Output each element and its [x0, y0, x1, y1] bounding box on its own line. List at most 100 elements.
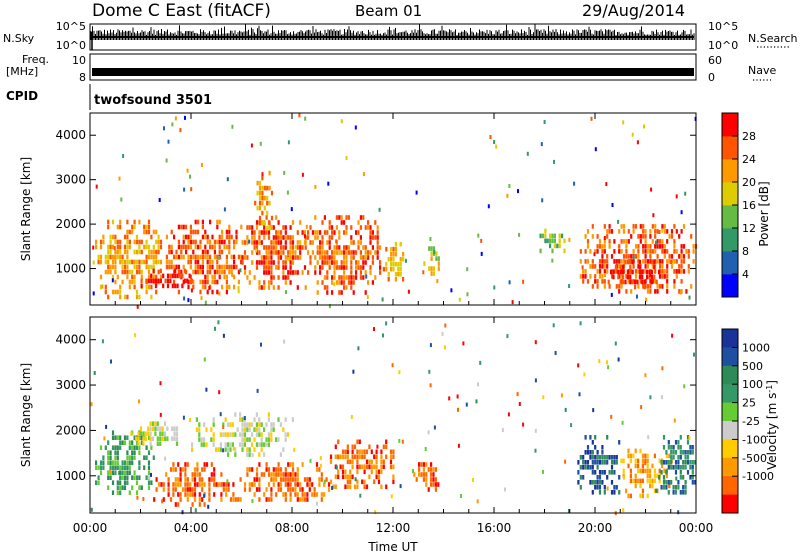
- heat-cell: [677, 440, 680, 445]
- heat-cell: [356, 449, 359, 455]
- heat-cell: [350, 275, 353, 280]
- heat-cell: [138, 450, 141, 455]
- heat-cell: [649, 229, 652, 234]
- heat-cell: [263, 270, 266, 275]
- heat-cell: [622, 279, 625, 285]
- heat-cell: [191, 442, 194, 447]
- heat-cell: [168, 264, 171, 270]
- heat-cell: [189, 482, 192, 487]
- heat-cell: [199, 269, 202, 275]
- heat-cell: [689, 475, 692, 480]
- heat-cell: [241, 427, 244, 432]
- heat-cell: [191, 492, 194, 497]
- heat-cell: [217, 447, 220, 452]
- heat-cell: [369, 250, 372, 255]
- heat-cell: [634, 269, 638, 274]
- heat-cell: [368, 459, 371, 465]
- heat-cell: [601, 254, 604, 259]
- heat-cell: [159, 278, 162, 284]
- heat-cell: [594, 274, 597, 279]
- heat-cell: [233, 264, 236, 270]
- heat-cell: [194, 264, 197, 270]
- heat-cell: [591, 490, 594, 495]
- heat-cell: [258, 482, 261, 487]
- heat-cell: [517, 189, 519, 194]
- heat-cell: [362, 172, 365, 177]
- heat-cell: [636, 279, 639, 285]
- heat-cell: [107, 460, 110, 465]
- heat-cell: [277, 255, 280, 260]
- heat-cell: [333, 265, 336, 270]
- heat-cell: [356, 439, 359, 445]
- heat-cell: [246, 447, 249, 452]
- heat-cell: [334, 474, 337, 480]
- heat-cell: [282, 472, 285, 477]
- heat-cell: [279, 482, 283, 487]
- heat-cell: [92, 291, 95, 296]
- heat-cell: [282, 235, 285, 240]
- heat-cell: [119, 284, 122, 290]
- heat-cell: [109, 254, 112, 260]
- heat-cell: [248, 427, 251, 432]
- heat-cell: [636, 294, 638, 299]
- heat-cell: [133, 475, 136, 480]
- heat-cell: [111, 460, 115, 465]
- heat-cell: [444, 323, 447, 328]
- heat-cell: [423, 261, 426, 266]
- heat-cell: [227, 442, 230, 447]
- heat-cell: [241, 437, 244, 442]
- heat-cell: [230, 234, 233, 240]
- heat-cell: [92, 260, 95, 265]
- heat-cell: [218, 219, 221, 225]
- heat-cell: [185, 269, 188, 275]
- heat-cell: [370, 459, 373, 465]
- heat-cell: [209, 219, 212, 225]
- heat-cell: [591, 259, 594, 264]
- heat-cell: [145, 455, 148, 460]
- heat-cell: [225, 279, 228, 285]
- heat-cell: [577, 460, 580, 465]
- heat-cell: [301, 497, 304, 502]
- heat-cell: [133, 445, 136, 450]
- heat-cell: [221, 264, 224, 270]
- heat-cell: [358, 454, 361, 460]
- heat-cell: [428, 369, 431, 374]
- heat-cell: [638, 264, 641, 270]
- heat-cell: [666, 249, 669, 254]
- heat-cell: [689, 465, 692, 470]
- heat-cell: [487, 204, 490, 209]
- heat-cell: [656, 244, 659, 249]
- heat-cell: [150, 294, 153, 300]
- heat-cell: [168, 249, 171, 255]
- heat-cell: [586, 450, 590, 455]
- heat-cell: [579, 274, 582, 279]
- heat-cell: [123, 294, 127, 300]
- heat-cell: [339, 464, 342, 470]
- heat-cell: [131, 274, 134, 280]
- heat-cell: [603, 236, 606, 240]
- heat-cell: [153, 497, 156, 502]
- heat-cell: [265, 250, 268, 255]
- time-axis: 00:00 04:00 08:00 12:00 16:00 20:00 00:00: [73, 113, 714, 535]
- heat-cell: [361, 464, 364, 470]
- heat-cell: [591, 455, 594, 460]
- heat-cell: [351, 454, 354, 460]
- heat-cell: [560, 393, 563, 398]
- xtick-label: 00:00: [679, 521, 714, 535]
- heat-cell: [268, 220, 271, 226]
- heat-cell: [603, 279, 606, 284]
- heat-cell: [135, 440, 139, 445]
- heat-cell: [340, 280, 343, 285]
- heat-cell: [282, 245, 285, 250]
- heat-cell: [284, 437, 287, 442]
- heat-cell: [221, 249, 224, 255]
- heat-cell: [357, 265, 360, 270]
- heat-cell: [625, 488, 628, 494]
- heat-cell: [251, 235, 254, 240]
- heat-cell: [308, 482, 311, 487]
- heat-cell: [344, 484, 347, 490]
- heat-cell: [366, 295, 369, 300]
- heat-cell: [373, 464, 376, 470]
- colorbar-tick-label: 20: [742, 176, 756, 189]
- heat-cell: [114, 234, 117, 240]
